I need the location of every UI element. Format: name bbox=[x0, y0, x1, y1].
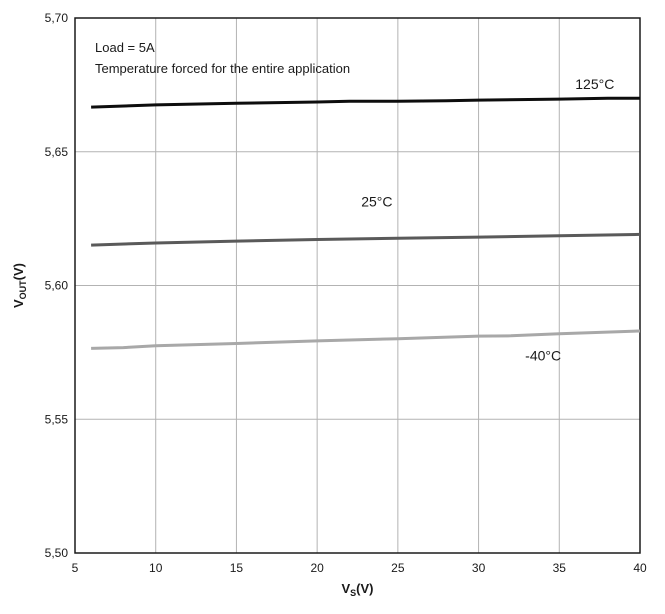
y-axis-label-unit: (V) bbox=[11, 263, 26, 280]
x-tick-label: 30 bbox=[472, 561, 486, 575]
x-axis-label-subscript: S bbox=[350, 588, 356, 598]
plot-frame bbox=[74, 17, 641, 554]
y-tick-label: 5,60 bbox=[45, 279, 69, 293]
y-tick-labels: 5,50 5,55 5,60 5,65 5,70 bbox=[45, 11, 69, 560]
series-label-2: 25°C bbox=[361, 194, 392, 210]
x-tick-label: 35 bbox=[553, 561, 567, 575]
x-axis-label-main: V bbox=[341, 581, 350, 596]
x-tick-labels: 5 10 15 20 25 30 35 40 bbox=[72, 561, 647, 575]
series-line-2 bbox=[91, 232, 641, 247]
series-line-3 bbox=[91, 329, 641, 350]
series-label-1: 125°C bbox=[575, 76, 614, 92]
x-tick-label: 20 bbox=[310, 561, 324, 575]
x-tick-label: 15 bbox=[230, 561, 244, 575]
y-tick-label: 5,55 bbox=[45, 412, 69, 426]
y-axis-label-subscript: OUT bbox=[18, 280, 28, 300]
x-tick-label: 40 bbox=[633, 561, 647, 575]
x-tick-label: 5 bbox=[72, 561, 79, 575]
series-labels: 125°C 25°C -40°C bbox=[361, 76, 614, 364]
y-axis-label: VOUT(V) bbox=[11, 263, 28, 308]
x-axis-label: VS(V) bbox=[341, 581, 373, 598]
annotation-temperature: Temperature forced for the entire applic… bbox=[95, 61, 350, 76]
y-axis-label-main: V bbox=[11, 299, 26, 308]
x-axis-label-unit: (V) bbox=[356, 581, 373, 596]
x-tick-label: 25 bbox=[391, 561, 405, 575]
x-tick-label: 10 bbox=[149, 561, 163, 575]
y-tick-label: 5,65 bbox=[45, 145, 69, 159]
annotation-load: Load = 5A bbox=[95, 40, 155, 55]
y-tick-label: 5,70 bbox=[45, 11, 69, 25]
series-label-3: -40°C bbox=[525, 347, 561, 363]
y-tick-label: 5,50 bbox=[45, 546, 69, 560]
series-line-1 bbox=[91, 96, 640, 109]
series-lines bbox=[91, 96, 641, 350]
